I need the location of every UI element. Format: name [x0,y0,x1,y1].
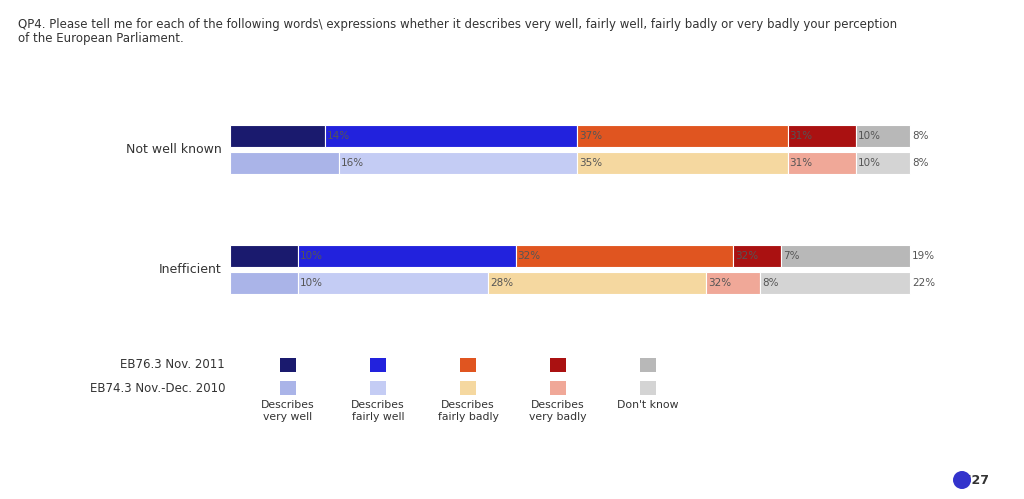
Text: 8%: 8% [912,158,929,168]
Bar [280,358,296,372]
Bar [577,125,787,147]
Text: EB74.3 Nov.-Dec. 2010: EB74.3 Nov.-Dec. 2010 [89,382,225,395]
Text: EU27: EU27 [954,474,990,487]
Bar [787,152,856,174]
Bar [230,272,298,294]
Text: 19%: 19% [912,251,935,261]
Bar [460,381,476,395]
Bar [550,358,566,372]
Text: 32%: 32% [708,278,731,288]
Bar [516,245,733,267]
Text: 31%: 31% [790,158,813,168]
Text: EB76.3 Nov. 2011: EB76.3 Nov. 2011 [120,358,225,371]
Bar [550,381,566,395]
Bar [856,125,910,147]
Text: 8%: 8% [912,131,929,141]
Text: Describes
fairly well: Describes fairly well [351,400,404,422]
Bar [781,245,910,267]
Text: QP4. Please tell me for each of the following words\ expressions whether it desc: QP4. Please tell me for each of the foll… [18,18,897,31]
Text: 32%: 32% [517,251,541,261]
Bar [230,245,298,267]
Bar [733,245,781,267]
Bar [280,381,296,395]
Bar [230,152,339,174]
Bar [298,272,488,294]
Text: 10%: 10% [857,158,881,168]
Text: Inefficient: Inefficient [160,263,222,276]
Bar [640,358,656,372]
Text: 10%: 10% [857,131,881,141]
Bar [706,272,761,294]
Text: Don't know: Don't know [617,400,679,410]
Bar [370,358,386,372]
Text: 32%: 32% [735,251,759,261]
Bar [787,125,856,147]
Text: 28%: 28% [490,278,513,288]
Bar [370,381,386,395]
Text: 22%: 22% [912,278,935,288]
Text: 14%: 14% [328,131,350,141]
Text: 16%: 16% [341,158,364,168]
Circle shape [953,471,971,489]
Text: Describes
very badly: Describes very badly [529,400,587,422]
Bar [640,381,656,395]
Bar [326,125,577,147]
Bar [488,272,706,294]
Text: of the European Parliament.: of the European Parliament. [18,32,183,45]
Text: Describes
fairly badly: Describes fairly badly [437,400,499,422]
Bar [230,125,326,147]
Bar [339,152,577,174]
Text: Not well known: Not well known [126,143,222,156]
Text: 31%: 31% [790,131,813,141]
Bar [577,152,787,174]
Text: 37%: 37% [579,131,602,141]
Bar [856,152,910,174]
Text: 10%: 10% [300,251,323,261]
Text: 10%: 10% [300,278,323,288]
Text: Describes
very well: Describes very well [261,400,314,422]
Bar [298,245,516,267]
Text: 8%: 8% [763,278,779,288]
Bar [761,272,910,294]
Bar [460,358,476,372]
Text: 7%: 7% [782,251,800,261]
Text: 35%: 35% [579,158,602,168]
